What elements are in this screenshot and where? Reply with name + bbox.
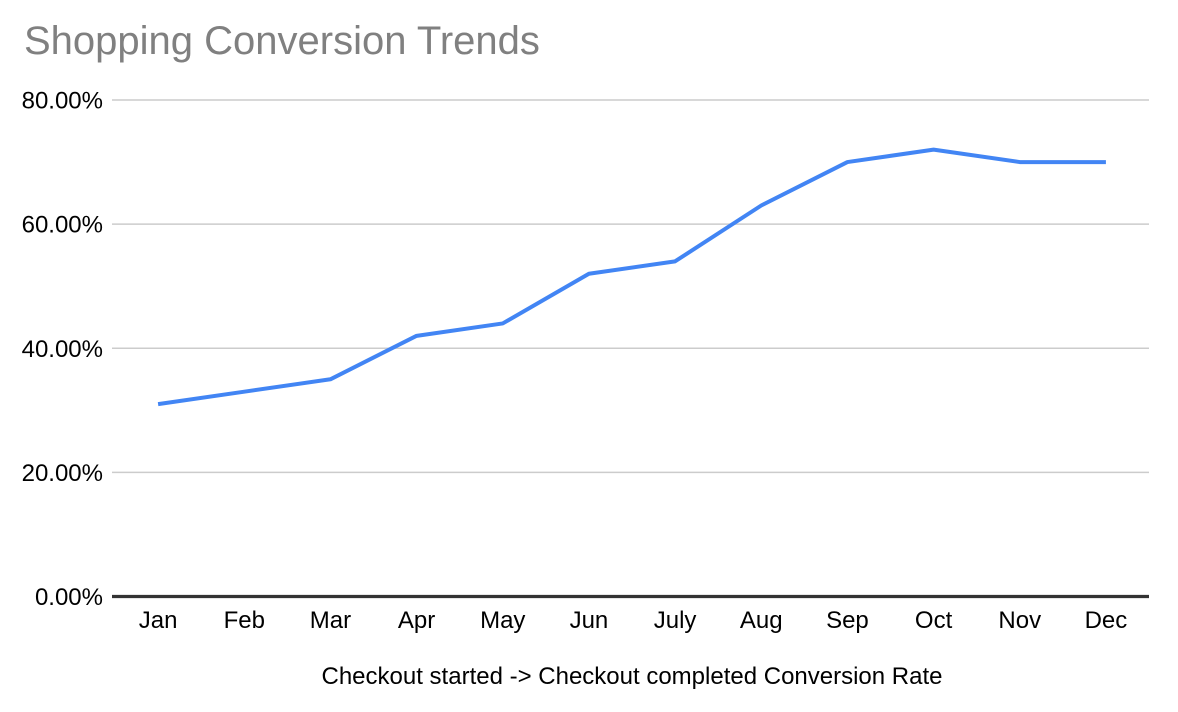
x-tick-label: Jun [570, 607, 609, 634]
x-tick-label: July [654, 607, 697, 634]
x-tick-label: Mar [310, 607, 351, 634]
x-tick-label: Nov [998, 607, 1041, 634]
chart-title: Shopping Conversion Trends [24, 19, 540, 63]
x-tick-label: May [480, 607, 525, 634]
x-axis-title: Checkout started -> Checkout completed C… [321, 663, 943, 690]
x-tick-label: Feb [224, 607, 265, 634]
y-tick-label: 60.00% [22, 212, 103, 239]
x-tick-label: Oct [915, 607, 953, 634]
y-tick-label: 80.00% [22, 88, 103, 115]
series-line [157, 147, 1106, 407]
x-tick-label: Sep [826, 607, 869, 634]
x-tick-label: Dec [1085, 607, 1128, 634]
x-tick-label: Apr [398, 607, 435, 634]
x-tick-label: Jan [139, 607, 178, 634]
y-tick-label: 40.00% [22, 336, 103, 363]
x-tick-label: Aug [740, 607, 783, 634]
y-tick-label: 0.00% [35, 584, 103, 611]
y-tick-label: 20.00% [22, 460, 103, 487]
